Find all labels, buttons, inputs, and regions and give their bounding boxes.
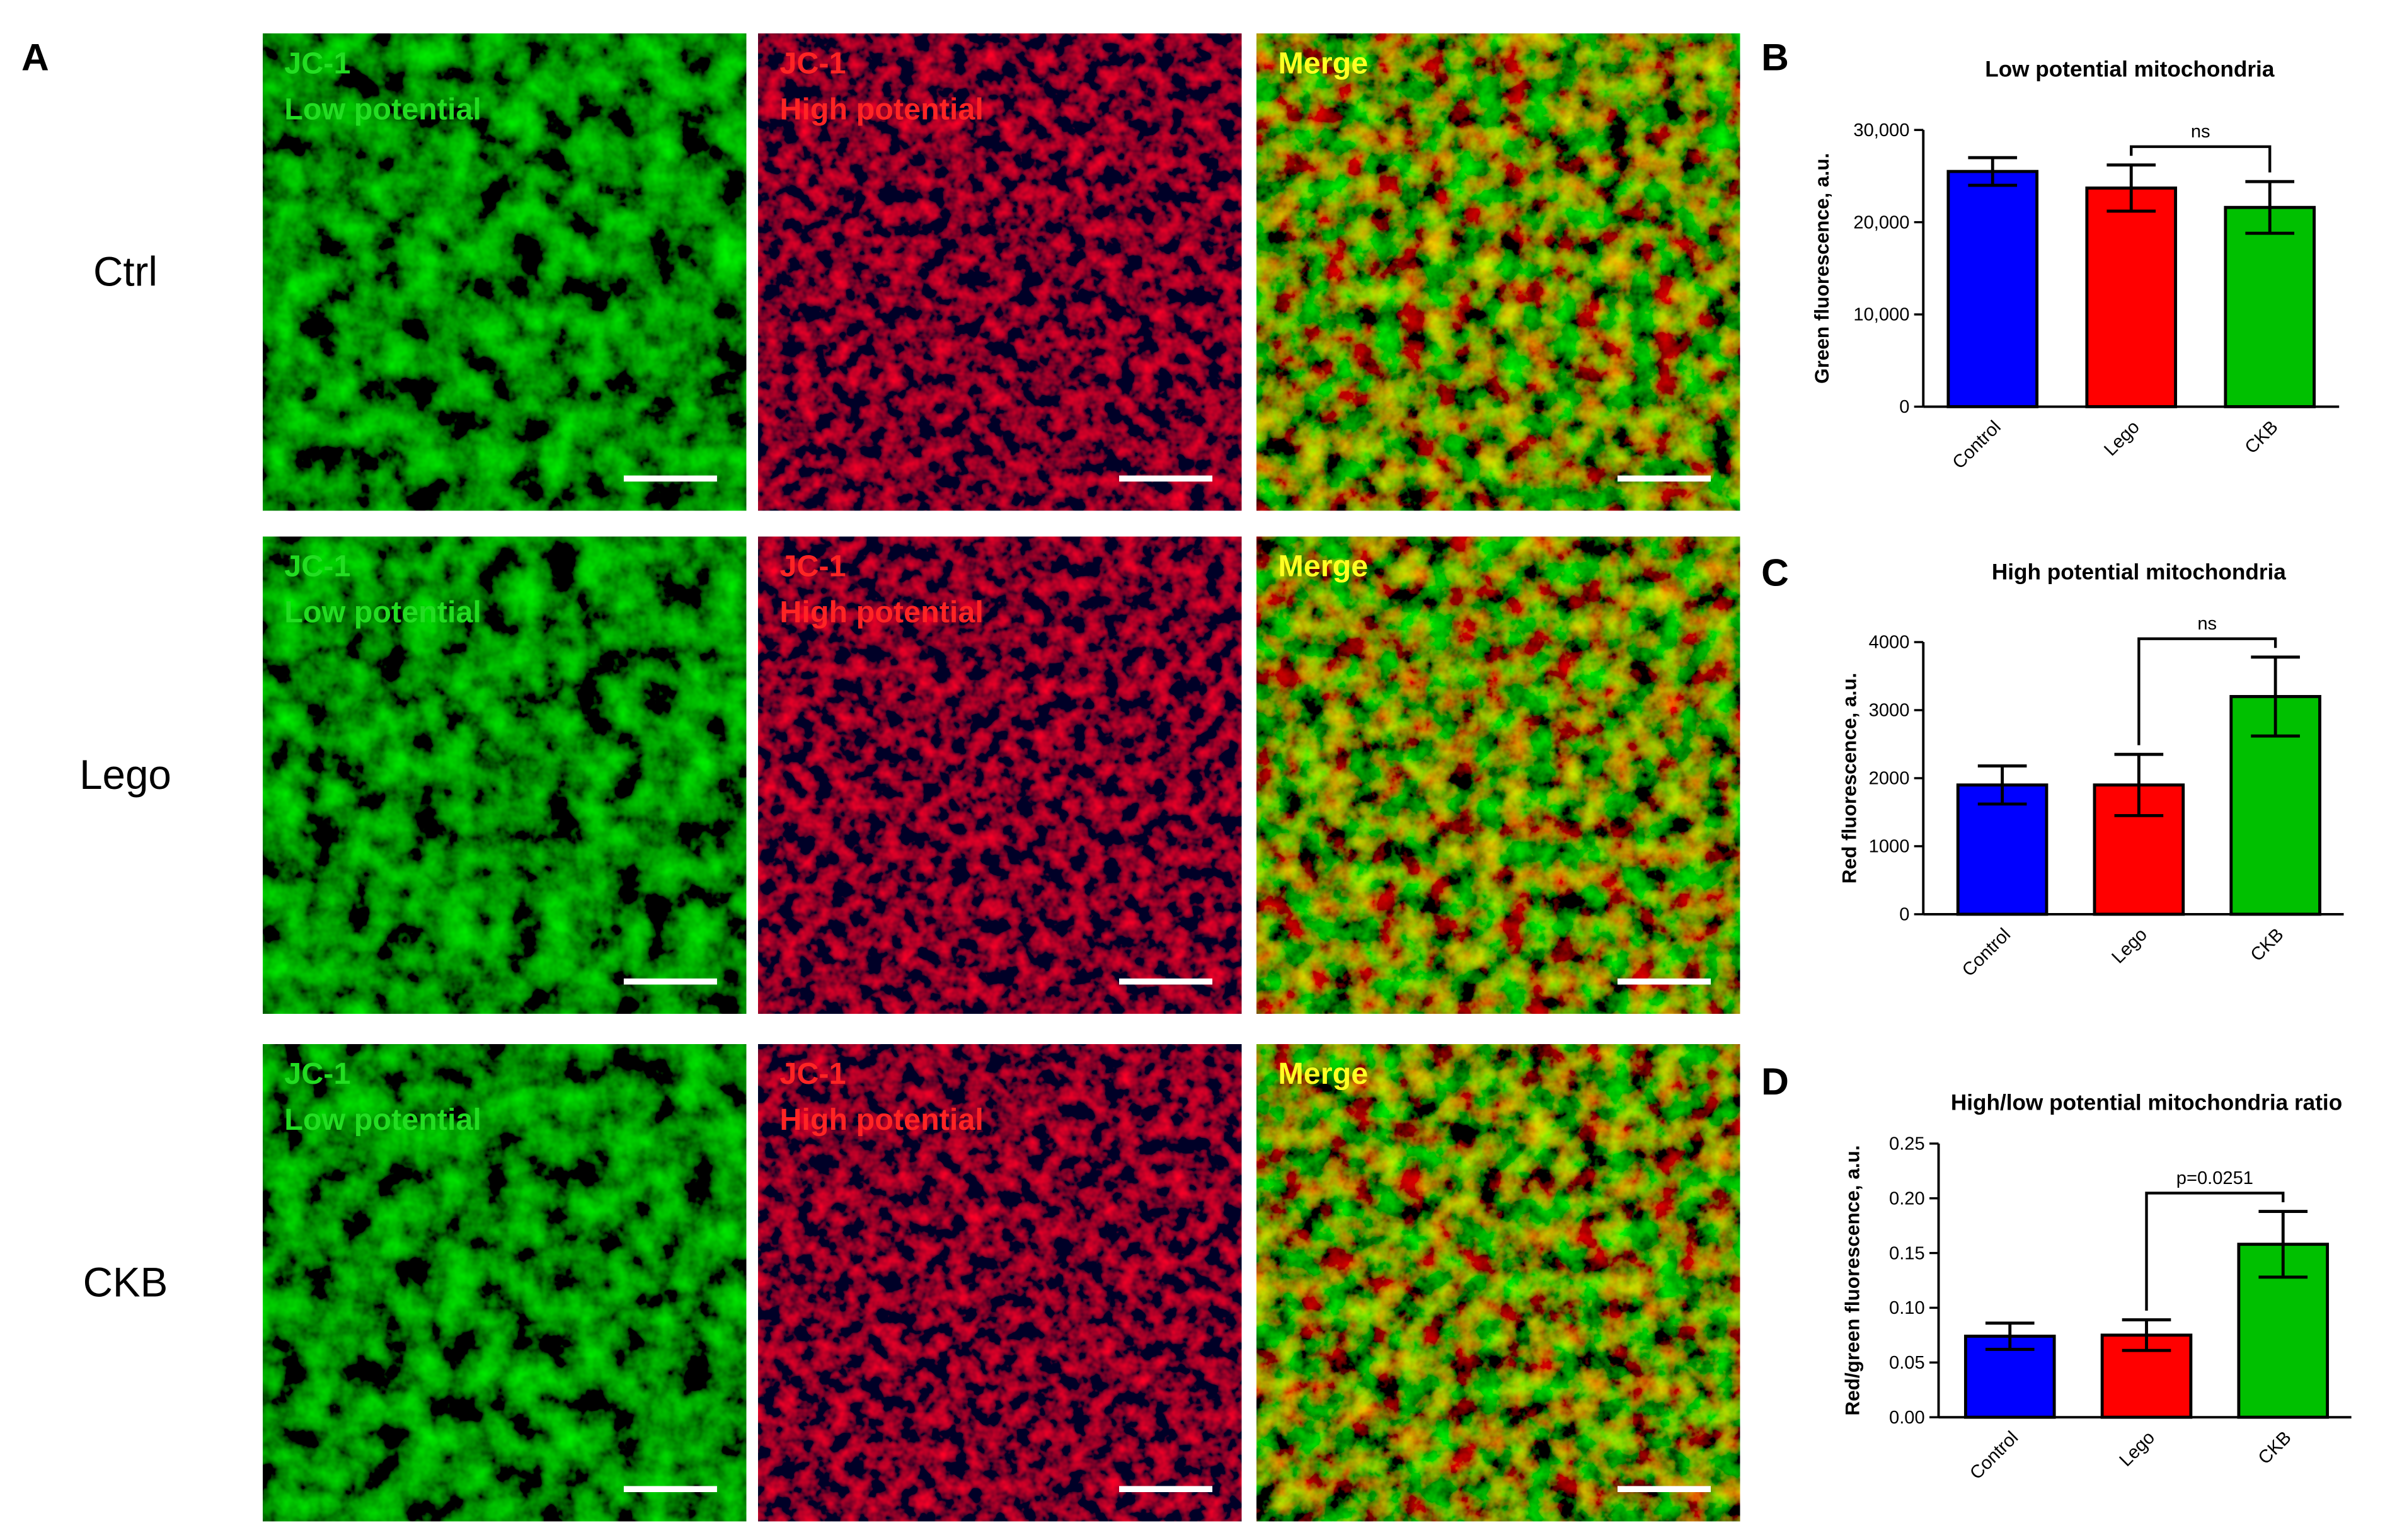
micrograph-signal <box>1256 33 1740 511</box>
y-tick-label: 0.25 <box>1889 1134 1925 1154</box>
y-tick-label: 10,000 <box>1853 305 1909 325</box>
panel-label: B <box>1761 36 1789 79</box>
channel-label: JC-1 <box>779 1057 846 1091</box>
x-tick-label: Control <box>1949 417 2005 473</box>
channel-label: Merge <box>1278 549 1368 583</box>
row-label: Ctrl <box>93 249 158 295</box>
channel-label: High potential <box>779 595 983 629</box>
micrograph-signal <box>1256 1044 1740 1522</box>
error-bar <box>2258 1210 2308 1279</box>
channel-label: High potential <box>779 92 983 126</box>
significance-bracket <box>2145 1192 2285 1311</box>
y-tick-label: 2000 <box>1869 769 1910 789</box>
significance-bracket <box>2130 145 2272 173</box>
channel-label: High potential <box>779 1103 983 1137</box>
significance-label: ns <box>2191 122 2210 142</box>
channel-label: JC-1 <box>284 549 350 583</box>
chart-title: High/low potential mitochondria ratio <box>1951 1090 2342 1115</box>
y-tick-label: 20,000 <box>1853 212 1909 233</box>
row-label: Lego <box>79 752 171 798</box>
micrograph-signal <box>758 33 1242 511</box>
y-tick-label: 1000 <box>1869 837 1910 857</box>
bar <box>2085 187 2178 408</box>
y-tick-label: 3000 <box>1869 701 1910 721</box>
bar <box>1946 170 2039 408</box>
micrograph-signal <box>758 1044 1242 1522</box>
y-tick-label: 0.10 <box>1889 1298 1925 1318</box>
x-tick-label: Control <box>1966 1427 2022 1483</box>
x-tick-label: CKB <box>2241 417 2282 458</box>
channel-label: JC-1 <box>779 46 846 80</box>
y-tick-label: 4000 <box>1869 633 1910 653</box>
bar <box>2224 205 2316 408</box>
error-bar <box>1977 764 2027 806</box>
micrograph-signal <box>263 1044 747 1522</box>
channel-label: Merge <box>1278 46 1368 80</box>
channel-label: JC-1 <box>284 46 350 80</box>
chart-title: Low potential mitochondria <box>1985 57 2275 81</box>
significance-label: ns <box>2197 614 2217 634</box>
y-axis-label: Red fluorescence, a.u. <box>1838 673 1861 884</box>
error-bar <box>1985 1321 2035 1351</box>
y-tick-label: 0.05 <box>1889 1353 1925 1373</box>
channel-label: Low potential <box>284 92 481 126</box>
y-axis-label: Green fluorescence, a.u. <box>1810 153 1833 384</box>
panel-a: Ctrl JC-1 Low potential JC-1 High potential M… <box>79 33 1740 1522</box>
error-bar <box>2251 655 2300 738</box>
x-tick-label: Lego <box>2116 1427 2159 1470</box>
channel-label: Merge <box>1278 1057 1368 1091</box>
chart-title: High potential mitochondria <box>1992 560 2286 585</box>
channel-label: JC-1 <box>779 549 846 583</box>
micrograph-signal <box>263 536 747 1014</box>
y-axis-label: Red/green fluorescence, a.u. <box>1841 1145 1863 1415</box>
row-label: CKB <box>83 1259 168 1305</box>
micrograph-signal <box>263 33 747 511</box>
error-bar <box>2245 180 2295 235</box>
error-bar <box>2106 163 2156 213</box>
x-tick-label: Control <box>1958 924 2014 980</box>
error-bar <box>1968 156 2018 187</box>
channel-label: Low potential <box>284 595 481 629</box>
x-tick-label: Lego <box>2108 924 2151 967</box>
y-tick-label: 30,000 <box>1853 120 1909 141</box>
y-tick-label: 0 <box>1899 397 1909 417</box>
y-tick-label: 0.15 <box>1889 1243 1925 1263</box>
x-tick-label: CKB <box>2247 924 2288 965</box>
panel-label: A <box>21 36 49 79</box>
error-bar <box>2122 1318 2171 1352</box>
y-tick-label: 0.00 <box>1889 1408 1925 1428</box>
y-tick-label: 0 <box>1899 905 1909 925</box>
channel-label: JC-1 <box>284 1057 350 1091</box>
x-tick-label: CKB <box>2255 1427 2296 1468</box>
panel-label: C <box>1761 551 1789 594</box>
channel-label: Low potential <box>284 1103 481 1137</box>
y-tick-label: 0.20 <box>1889 1188 1925 1209</box>
x-tick-label: Lego <box>2100 417 2143 460</box>
micrograph-signal <box>1256 536 1740 1014</box>
bar <box>1956 783 2049 916</box>
error-bar <box>2114 752 2164 817</box>
significance-bracket <box>2137 637 2277 745</box>
panel-label: D <box>1761 1060 1789 1103</box>
significance-label: p=0.0251 <box>2176 1168 2253 1188</box>
micrograph-signal <box>758 536 1242 1014</box>
